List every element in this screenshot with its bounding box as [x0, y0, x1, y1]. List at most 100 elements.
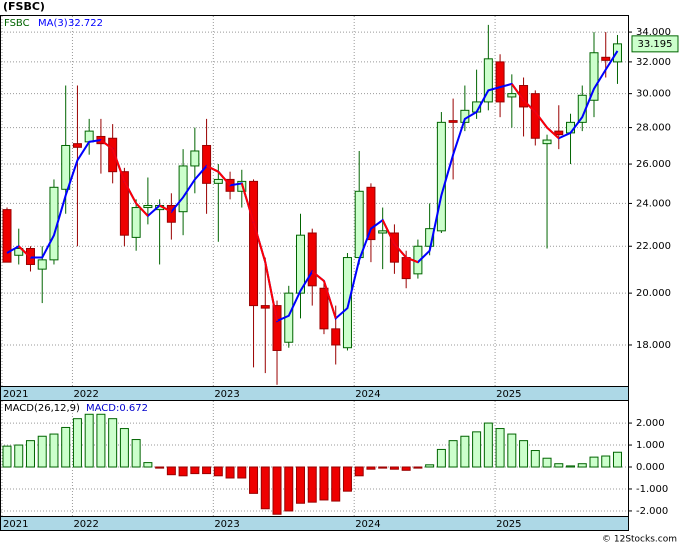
histogram-bar	[530, 450, 540, 468]
x-tick-label: 2025	[496, 519, 521, 530]
ma-falling-segment	[240, 183, 255, 223]
histogram-bar	[460, 435, 470, 468]
histogram-bar	[143, 462, 153, 468]
candle-body	[354, 190, 364, 259]
x-tick-label: 2022	[73, 519, 98, 530]
candle-body	[554, 130, 564, 136]
y-tick-label: 28.000	[636, 123, 671, 134]
candle-body	[260, 305, 270, 309]
last-price-box	[631, 35, 679, 53]
histogram-bar	[601, 455, 611, 468]
legend-symbol: FSBC	[4, 18, 30, 29]
candle-body	[601, 56, 611, 61]
last-price-label: 33.195	[638, 39, 673, 50]
candle-body	[61, 144, 71, 190]
histogram-bar	[119, 428, 129, 468]
ma-falling-segment	[111, 148, 126, 182]
histogram-bar	[507, 433, 517, 468]
candle-body	[84, 130, 94, 143]
candle-body	[448, 120, 458, 123]
histogram-bar	[37, 435, 47, 468]
candle-body	[331, 328, 341, 346]
y-tick-label: 26.000	[636, 159, 671, 170]
ma-falling-segment	[18, 245, 32, 259]
histogram-bar	[589, 456, 599, 468]
ma-falling-segment	[206, 165, 219, 173]
histogram-bar	[155, 466, 165, 469]
histogram-bar	[202, 466, 212, 475]
indicator-value: MACD:0.672	[86, 403, 148, 414]
histogram-bar	[2, 445, 12, 468]
y-tick-label: 20.000	[636, 288, 671, 299]
y-tick-label: 1.000	[636, 440, 665, 451]
ma-falling-segment	[264, 261, 279, 322]
y-tick-label: 30.000	[636, 89, 671, 100]
candle-body	[249, 180, 259, 307]
y-tick-label: -2.000	[636, 506, 668, 517]
candle-body	[495, 61, 505, 103]
candle-body	[143, 204, 153, 209]
candle-body	[307, 232, 317, 287]
ma-falling-segment	[217, 171, 231, 186]
ma-falling-segment	[123, 180, 138, 204]
footer: © 12Stocks.com	[602, 535, 677, 545]
ma-falling-segment	[393, 243, 407, 259]
histogram-bar	[366, 466, 376, 470]
histogram-bar	[61, 426, 71, 468]
y-tick-label: 22.000	[636, 241, 671, 252]
histogram-bar	[284, 466, 294, 512]
ma-falling-segment	[135, 202, 149, 217]
candle-body	[507, 93, 517, 98]
histogram-bar	[483, 422, 493, 468]
histogram-bar	[354, 466, 364, 477]
histogram-bar	[178, 466, 188, 477]
candle-body	[612, 43, 622, 63]
histogram-bar	[436, 448, 446, 468]
candle-body	[202, 144, 212, 184]
ma-falling-segment	[159, 204, 172, 213]
histogram-bar	[307, 466, 317, 503]
histogram-bar	[378, 466, 388, 469]
histogram-bar	[131, 439, 141, 468]
histogram-bar	[319, 466, 329, 501]
histogram-bar	[190, 466, 200, 475]
y-tick-label: 2.000	[636, 418, 665, 429]
candle-body	[178, 165, 188, 213]
histogram-bar	[342, 466, 352, 492]
histogram-bar	[272, 466, 282, 515]
legend-value: 32.722	[68, 18, 103, 29]
y-tick-label: 34.000	[636, 27, 671, 38]
y-tick-label: 0.000	[636, 462, 665, 473]
candle-body	[119, 171, 129, 236]
candle-body	[166, 204, 176, 223]
y-tick-label: 32.000	[636, 57, 671, 68]
histogram-bar	[72, 418, 82, 468]
histogram-bar	[166, 466, 176, 476]
histogram-bar	[577, 463, 587, 468]
histogram-bar	[331, 466, 341, 502]
histogram-bar	[213, 466, 223, 477]
histogram-bar	[448, 440, 458, 468]
candle-body	[296, 234, 305, 294]
ma-falling-segment	[546, 126, 560, 139]
candle-body	[131, 207, 141, 238]
histogram-bar	[612, 451, 622, 468]
candle-body	[108, 137, 118, 173]
histogram-bar	[14, 444, 24, 468]
candle-body	[213, 178, 223, 184]
ma-falling-segment	[252, 221, 267, 263]
y-tick-label: 24.000	[636, 198, 671, 209]
x-tick-label: 2022	[73, 389, 98, 400]
indicator-title: MACD(26,12,9)	[4, 403, 80, 414]
x-tick-label: 2024	[355, 519, 380, 530]
ma-falling-segment	[100, 139, 114, 150]
x-tick-label: 2024	[355, 389, 380, 400]
candle-body	[483, 58, 493, 103]
candle-body	[342, 257, 352, 349]
histogram-bar	[495, 428, 505, 468]
legend-label: MA(3)	[38, 18, 68, 29]
candle-body	[72, 143, 82, 148]
candle-body	[401, 257, 411, 280]
candle-body	[190, 150, 200, 167]
candle-body	[272, 305, 282, 351]
